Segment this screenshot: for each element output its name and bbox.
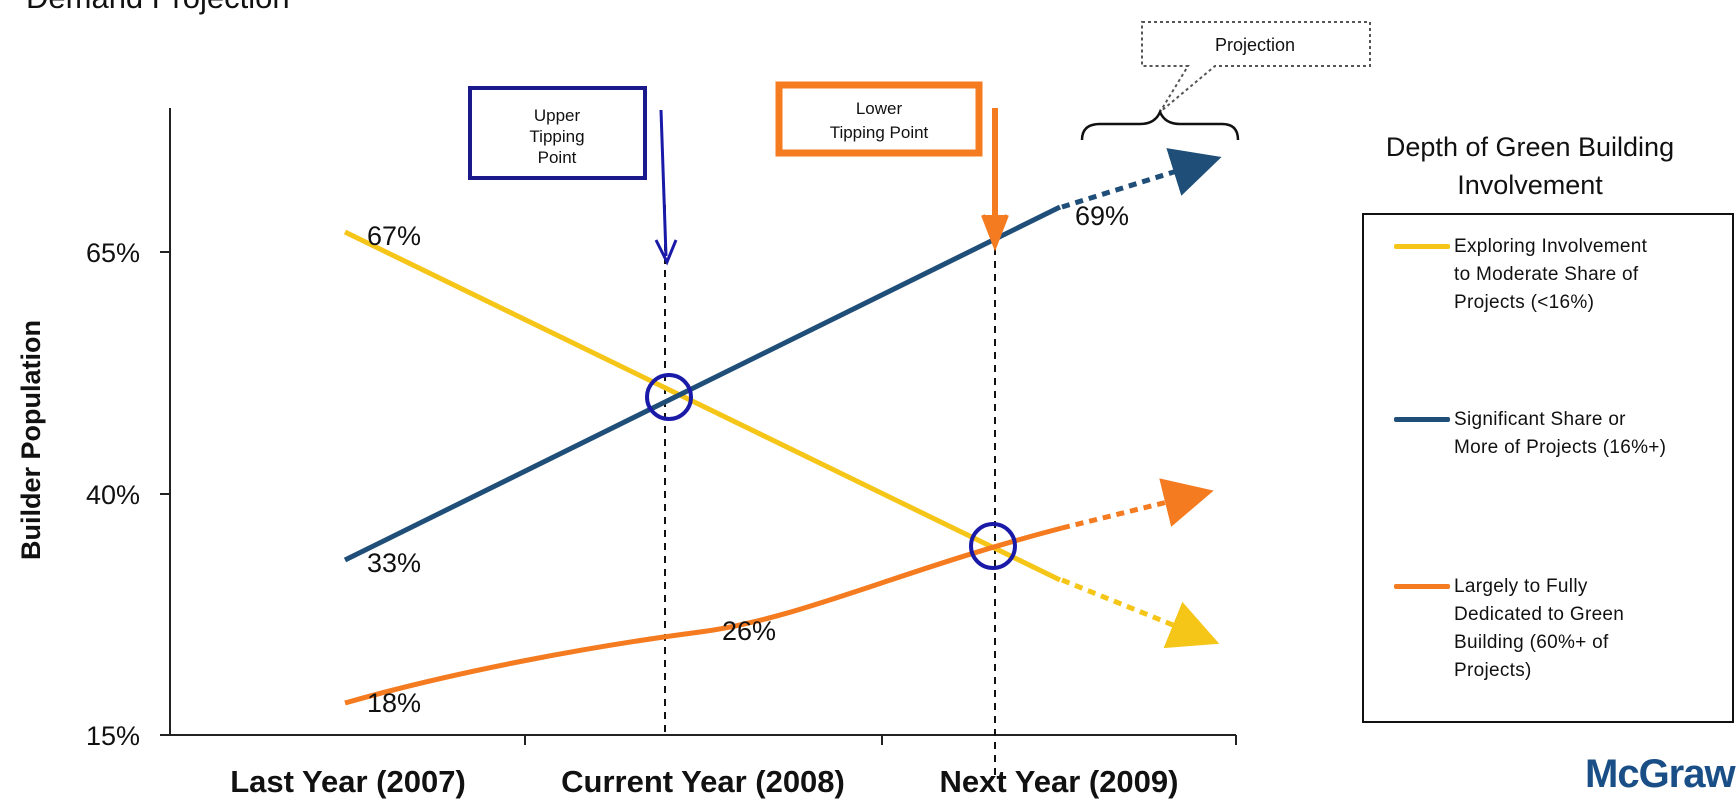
series-navy-line xyxy=(343,204,1062,563)
legend-dedicated-line3: Building (60%+ of xyxy=(1454,632,1609,653)
legend-significant-line1: Significant Share or xyxy=(1454,409,1626,430)
legend-significant-line2: More of Projects (16%+) xyxy=(1454,437,1667,458)
page-title: Demand Projection xyxy=(26,0,290,16)
legend-dedicated-line1: Largely to Fully xyxy=(1454,576,1588,597)
x-label-2008: Current Year (2008) xyxy=(561,764,845,799)
legend-box: Exploring Involvement to Moderate Share … xyxy=(1362,213,1734,723)
lower-tipping-text-2: Tipping Point xyxy=(830,123,929,142)
legend-exploring-line3: Projects (<16%) xyxy=(1454,292,1595,313)
legend-title: Depth of Green Building Involvement xyxy=(1365,128,1695,204)
series-orange-line xyxy=(344,525,1063,706)
upper-tipping-text-1: Upper xyxy=(534,106,581,125)
series-yellow-projection xyxy=(1061,577,1220,649)
legend-dedicated-line2: Dedicated to Green xyxy=(1454,604,1625,625)
projection-brace xyxy=(1080,108,1240,141)
projection-callout-text: Projection xyxy=(1215,35,1295,55)
series-orange-projection xyxy=(1061,478,1214,531)
legend-title-line2: Involvement xyxy=(1457,170,1603,200)
lower-tipping-arrow-head xyxy=(981,214,1009,252)
legend-swatch-yellow xyxy=(1394,244,1450,249)
legend-title-line1: Depth of Green Building xyxy=(1385,132,1675,162)
y-axis-label: Builder Population xyxy=(16,320,46,560)
legend-exploring-line1: Exploring Involvement xyxy=(1454,236,1648,257)
upper-tipping-circle xyxy=(645,373,693,421)
x-label-2009: Next Year (2009) xyxy=(940,764,1179,799)
legend-dedicated-line4: Projects) xyxy=(1454,660,1532,681)
y-tick-label-40: 40% xyxy=(86,480,140,510)
x-label-2007: Last Year (2007) xyxy=(230,764,466,799)
upper-tipping-arrow-head xyxy=(654,239,678,266)
projection-callout-bubble xyxy=(1141,21,1371,113)
upper-tipping-text-3: Point xyxy=(538,148,577,167)
upper-tipping-box xyxy=(468,86,647,180)
data-label-33: 33% xyxy=(367,548,421,578)
upper-tipping-arrow-shaft xyxy=(659,109,668,257)
data-label-67: 67% xyxy=(367,221,421,251)
y-tick-label-15: 15% xyxy=(86,721,140,751)
legend-swatch-navy xyxy=(1394,417,1450,422)
lower-tipping-circle xyxy=(969,522,1017,570)
legend-exploring-line2: to Moderate Share of xyxy=(1454,264,1639,285)
mcgraw-logo: McGraw xyxy=(1585,752,1736,796)
y-tick-label-65: 65% xyxy=(86,238,140,268)
legend-text-exploring: Exploring Involvement to Moderate Share … xyxy=(1454,233,1647,317)
series-navy-projection xyxy=(1061,148,1222,210)
lower-tipping-box xyxy=(775,81,983,157)
upper-tipping-text-2: Tipping xyxy=(529,127,584,146)
legend-swatch-orange xyxy=(1394,584,1450,589)
series-yellow-line xyxy=(343,229,1062,583)
lower-tipping-text-1: Lower xyxy=(856,99,903,118)
legend-text-significant: Significant Share or More of Projects (1… xyxy=(1454,406,1666,462)
data-label-18: 18% xyxy=(367,688,421,718)
data-label-69: 69% xyxy=(1075,201,1129,231)
legend-text-dedicated: Largely to Fully Dedicated to Green Buil… xyxy=(1454,573,1624,685)
data-label-26: 26% xyxy=(722,616,776,646)
